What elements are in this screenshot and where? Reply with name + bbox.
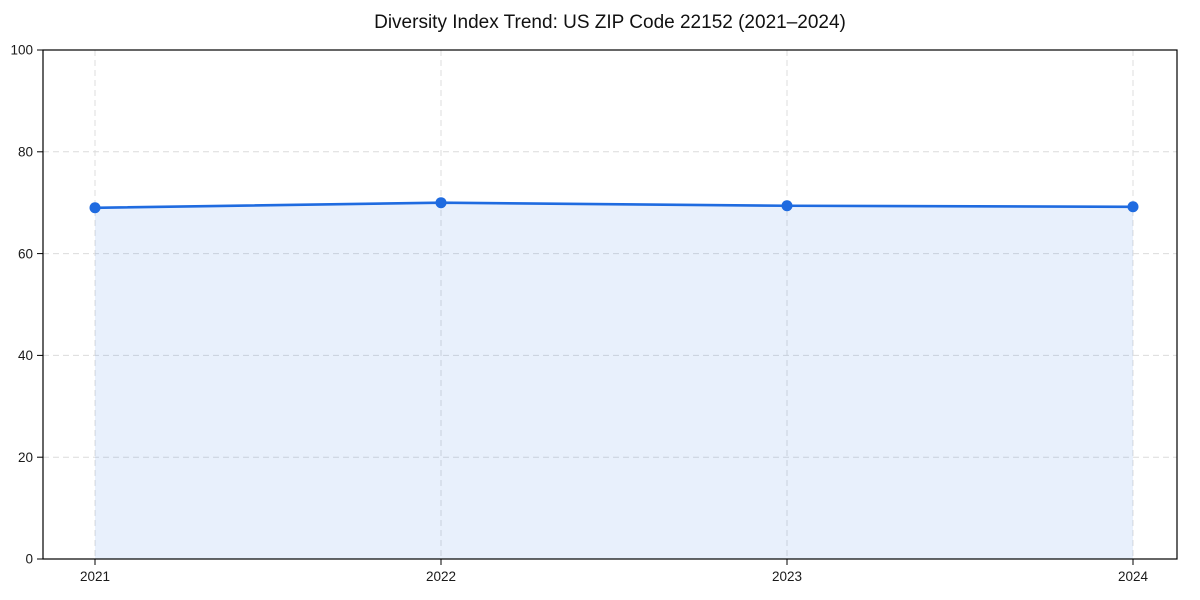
x-tick-label: 2024 (1118, 569, 1149, 584)
y-tick-label: 40 (18, 348, 33, 363)
data-point-2024 (1127, 201, 1139, 213)
plot-border (42, 49, 1178, 560)
data-point-2021 (89, 202, 101, 214)
y-tick-label: 0 (25, 552, 33, 567)
data-point-2022 (435, 197, 447, 209)
y-tick-label: 60 (18, 246, 33, 261)
area-fill (95, 202, 1133, 559)
y-tick-label: 20 (18, 450, 33, 465)
x-tick-label: 2023 (772, 569, 802, 584)
x-tick-label: 2021 (80, 569, 110, 584)
data-points (89, 197, 1139, 214)
chart-title: Diversity Index Trend: US ZIP Code 22152… (374, 12, 846, 33)
axis-ticks: 0 20 40 60 80 100 2021 2022 2023 2024 (10, 43, 1148, 584)
y-tick-label: 80 (18, 145, 33, 160)
y-tick-label: 100 (10, 43, 33, 58)
trend-line (93, 201, 1135, 210)
x-tick-label: 2022 (426, 569, 456, 584)
data-point-2023 (781, 200, 793, 212)
